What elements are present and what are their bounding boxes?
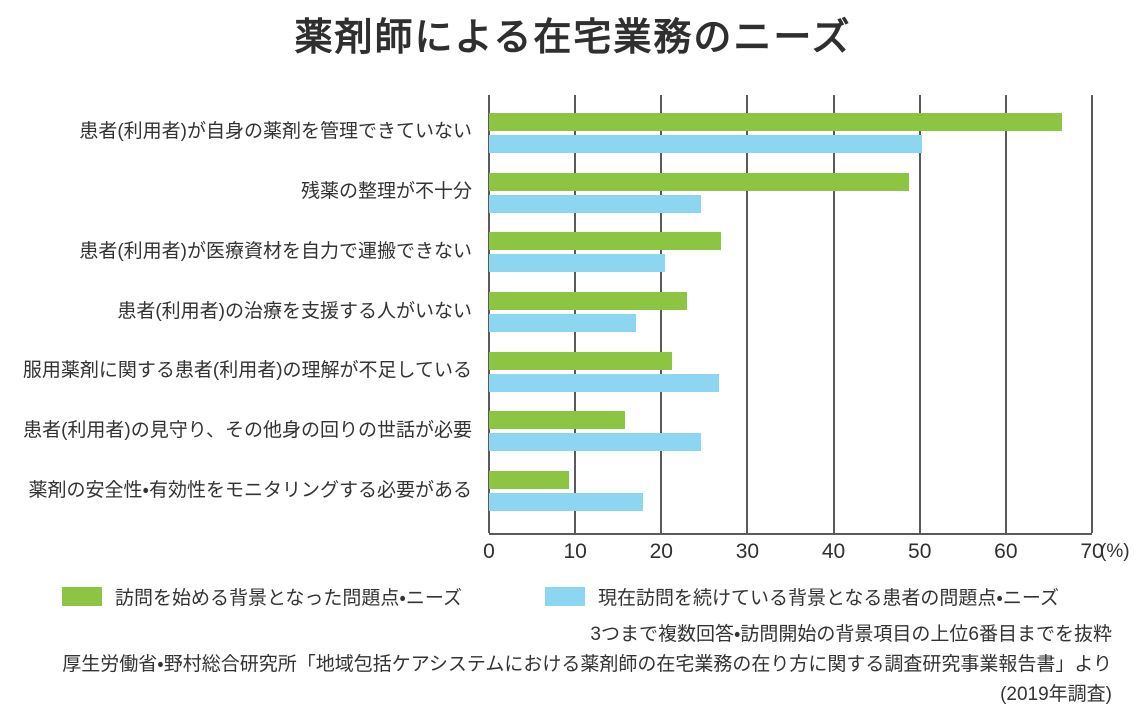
x-tick-label: 20 (649, 540, 673, 563)
bar-visit-continue (489, 493, 644, 512)
gridline (918, 95, 921, 533)
bar-visit-continue (489, 433, 701, 452)
bar-visit-continue (489, 134, 923, 153)
bar-visit-start (489, 112, 1062, 131)
bar-visit-start (489, 351, 673, 370)
x-tick-label: 0 (483, 540, 495, 563)
footnote-year: (2019年調査) (1000, 684, 1112, 705)
bar-group (489, 282, 1092, 342)
category-label: 残薬の整理が不十分 (300, 181, 472, 203)
gridline (832, 95, 835, 533)
category-label: 患者(利用者)が自身の薬剤を管理できていない (79, 121, 472, 143)
bar-group (489, 222, 1092, 282)
category-label: 患者(利用者)の見守り、その他身の回りの世話が必要 (23, 419, 472, 441)
bar-visit-start (489, 471, 570, 490)
gridline (746, 95, 749, 533)
gridline (660, 95, 663, 533)
category-labels: 患者(利用者)が自身の薬剤を管理できていない残薬の整理が不十分患者(利用者)が医… (0, 95, 481, 533)
gridline (1004, 95, 1007, 533)
footnotes: 3つまで複数回答・訪問開始の背景項目の上位6番目までを抜粋 厚生労働省・野村総合… (0, 620, 1146, 710)
legend-item: 訪問を始める背景となった問題点・ニーズ (62, 583, 462, 610)
legend-swatch-green (62, 587, 102, 606)
bar-visit-continue (489, 194, 701, 213)
bar-visit-continue (489, 313, 637, 332)
x-tick-label: 50 (908, 540, 932, 563)
x-tick-label: 10 (563, 540, 587, 563)
x-tick-label: 60 (994, 540, 1018, 563)
legend-item: 現在訪問を続けている背景となる患者の問題点・ニーズ (545, 583, 1059, 610)
footnote-method: 3つまで複数回答・訪問開始の背景項目の上位6番目までを抜粋 (590, 624, 1112, 645)
legend-label: 訪問を始める背景となった問題点・ニーズ (115, 588, 462, 609)
category-label: 服用薬剤に関する患者(利用者)の理解が不足している (22, 360, 472, 382)
x-tick-label: 40 (821, 540, 846, 563)
legend-swatch-blue (545, 587, 585, 606)
gridline (1091, 95, 1093, 533)
bar-visit-start (489, 291, 688, 310)
x-tick-label: 70 (1080, 540, 1104, 563)
bar-group (489, 103, 1092, 163)
x-tick-label: 30 (735, 540, 760, 563)
bar-visit-start (489, 411, 626, 430)
category-label: 患者(利用者)の治療を支援する人がいない (117, 300, 472, 322)
bar-group (489, 163, 1092, 223)
bar-visit-continue (489, 373, 719, 392)
bar-visit-start (489, 232, 721, 251)
bar-group (489, 461, 1092, 521)
legend-label: 現在訪問を続けている背景となる患者の問題点・ニーズ (598, 588, 1059, 609)
footnote-source: 厚生労働省・野村総合研究所「地域包括ケアシステムにおける薬剤師の在宅業務の在り方… (62, 654, 1112, 675)
category-label: 薬剤の安全性・有効性をモニタリングする必要がある (28, 479, 472, 501)
bar-group (489, 402, 1092, 462)
category-label: 患者(利用者)が医療資材を自力で運搬できない (79, 240, 472, 262)
bar-visit-start (489, 172, 910, 191)
plot-area (488, 95, 1093, 535)
bar-group (489, 342, 1092, 402)
chart-title: 薬剤師による在宅業務のニーズ (294, 17, 852, 59)
bar-visit-continue (489, 254, 665, 273)
x-axis-unit-label: (%) (1100, 541, 1130, 562)
